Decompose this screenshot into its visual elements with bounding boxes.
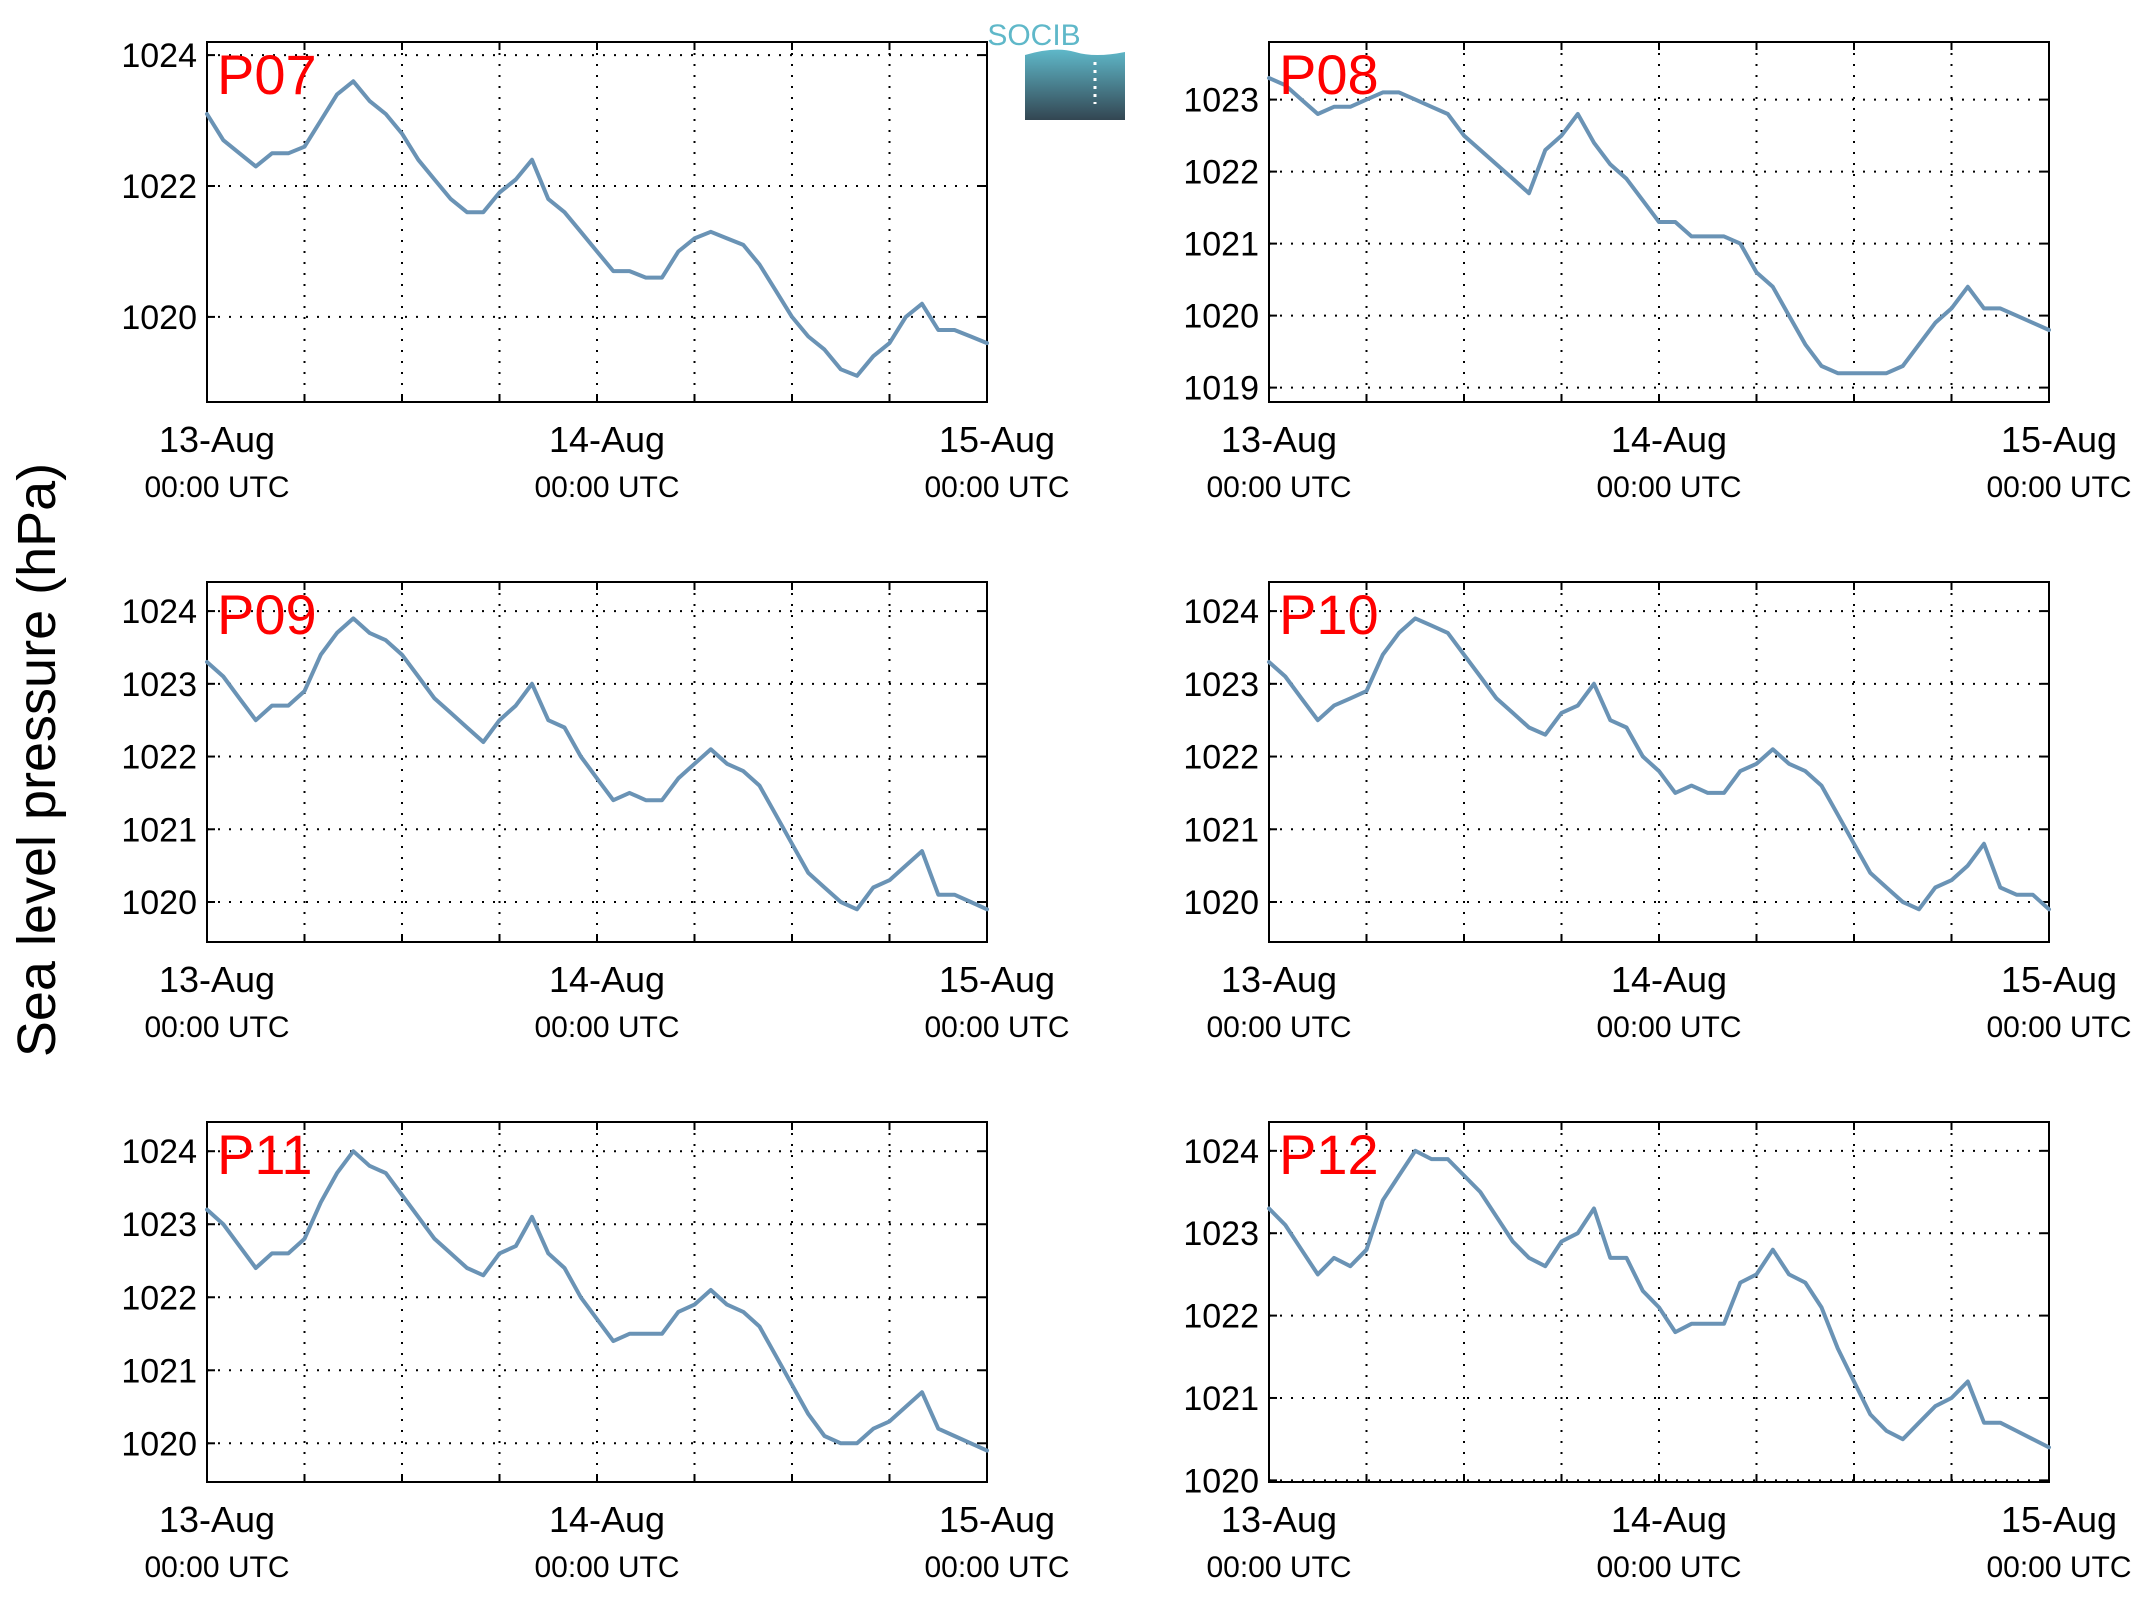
chart-panel: 1020 1021 1022 1023 1024 13-Aug 00:00 UTC 14-Au…: [1183, 581, 2132, 1044]
y-tick-label: 1024: [121, 37, 197, 75]
panel-label: P09: [217, 583, 317, 646]
series-line: [205, 1149, 989, 1453]
x-tick-label-date: 13-Aug: [159, 419, 275, 460]
y-tick-label: 1021: [1183, 1380, 1259, 1418]
series-line: [1267, 616, 2051, 912]
x-tick-label-time: 00:00 UTC: [1596, 1551, 1741, 1584]
y-tick-label: 1020: [121, 884, 197, 922]
axes-box: [1268, 1121, 2050, 1483]
x-tick-label-time: 00:00 UTC: [1986, 1551, 2131, 1584]
x-tick-label-date: 13-Aug: [1221, 1499, 1337, 1540]
x-tick-label-time: 00:00 UTC: [1206, 471, 1351, 504]
y-tick-label: 1024: [121, 1133, 197, 1171]
x-tick-label-time: 00:00 UTC: [1986, 1011, 2131, 1044]
y-tick-label: 1021: [1183, 226, 1259, 264]
chart-panel: 1020 1022 1024 13-Aug 00:00 UTC 14-Aug 00:00 U…: [121, 37, 1069, 504]
y-tick-label: 1024: [121, 593, 197, 631]
panels: 1020 1022 1024 13-Aug 00:00 UTC 14-Aug 00:00 U…: [121, 37, 2131, 1584]
x-tick-label-date: 13-Aug: [1221, 959, 1337, 1000]
x-tick-label-time: 00:00 UTC: [924, 471, 1069, 504]
x-tick-label-date: 15-Aug: [939, 959, 1055, 1000]
x-tick-label-date: 14-Aug: [1611, 419, 1727, 460]
panel-label: P08: [1279, 43, 1379, 106]
y-tick-label: 1023: [121, 666, 197, 704]
chart-panel: 1020 1021 1022 1023 1024 13-Aug 00:00 UTC 14-Au…: [121, 1121, 1070, 1584]
x-tick-label-time: 00:00 UTC: [144, 1551, 289, 1584]
series-line: [205, 616, 989, 912]
y-tick-label: 1020: [121, 299, 197, 337]
y-tick-label: 1022: [121, 739, 197, 777]
x-tick-label-date: 14-Aug: [549, 419, 665, 460]
x-tick-label-date: 14-Aug: [1611, 959, 1727, 1000]
x-tick-label-time: 00:00 UTC: [534, 1011, 679, 1044]
x-tick-label-time: 00:00 UTC: [1206, 1551, 1351, 1584]
x-tick-label-time: 00:00 UTC: [534, 471, 679, 504]
y-tick-label: 1020: [1183, 298, 1259, 336]
chart-panel: 1020 1021 1022 1023 1024 13-Aug 00:00 UTC 14-Au…: [1183, 1121, 2132, 1584]
x-tick-label-time: 00:00 UTC: [1206, 1011, 1351, 1044]
x-tick-label-date: 15-Aug: [939, 1499, 1055, 1540]
x-tick-label-time: 00:00 UTC: [144, 471, 289, 504]
y-tick-label: 1022: [121, 168, 197, 206]
axes-box: [206, 581, 988, 943]
x-tick-label-date: 15-Aug: [2001, 419, 2117, 460]
y-tick-label: 1022: [1183, 154, 1259, 192]
series-line: [1267, 76, 2051, 376]
x-tick-label-time: 00:00 UTC: [924, 1011, 1069, 1044]
y-tick-label: 1022: [121, 1279, 197, 1317]
y-tick-label: 1024: [1183, 1133, 1259, 1171]
x-tick-label-time: 00:00 UTC: [1596, 471, 1741, 504]
panel-label: P07: [217, 43, 317, 106]
y-tick-label: 1023: [1183, 1215, 1259, 1253]
y-tick-label: 1023: [1183, 666, 1259, 704]
y-tick-label: 1021: [121, 811, 197, 849]
x-tick-label-date: 13-Aug: [159, 1499, 275, 1540]
y-tick-label: 1024: [1183, 593, 1259, 631]
y-tick-label: 1021: [1183, 811, 1259, 849]
x-tick-label-date: 14-Aug: [549, 1499, 665, 1540]
x-tick-label-date: 15-Aug: [2001, 959, 2117, 1000]
y-tick-label: 1021: [121, 1352, 197, 1390]
panel-label: P12: [1279, 1123, 1379, 1186]
series-line: [1267, 1148, 2051, 1450]
x-tick-label-date: 14-Aug: [549, 959, 665, 1000]
panel-label: P11: [217, 1123, 312, 1186]
x-tick-label-time: 00:00 UTC: [1986, 471, 2131, 504]
x-tick-label-time: 00:00 UTC: [534, 1551, 679, 1584]
socib-logo: SOCIB: [987, 19, 1125, 120]
y-axis-label: Sea level pressure (hPa): [7, 463, 67, 1057]
socib-logo-text: SOCIB: [987, 19, 1080, 52]
y-tick-label: 1023: [121, 1206, 197, 1244]
x-tick-label-time: 00:00 UTC: [924, 1551, 1069, 1584]
chart-panel: 1020 1021 1022 1023 1024 13-Aug 00:00 UTC 14-Au…: [121, 581, 1070, 1044]
y-tick-label: 1022: [1183, 1298, 1259, 1336]
axes-box: [206, 41, 988, 403]
series-line: [205, 79, 989, 378]
axes-box: [1268, 581, 2050, 943]
y-tick-label: 1020: [1183, 884, 1259, 922]
socib-logo-wave: [1025, 49, 1125, 120]
y-tick-label: 1020: [121, 1425, 197, 1463]
y-tick-label: 1022: [1183, 739, 1259, 777]
x-tick-label-date: 15-Aug: [939, 419, 1055, 460]
y-tick-label: 1019: [1183, 370, 1259, 408]
x-tick-label-time: 00:00 UTC: [1596, 1011, 1741, 1044]
x-tick-label-date: 15-Aug: [2001, 1499, 2117, 1540]
panel-label: P10: [1279, 583, 1379, 646]
axes-box: [206, 1121, 988, 1483]
x-tick-label-date: 13-Aug: [1221, 419, 1337, 460]
y-tick-label: 1020: [1183, 1462, 1259, 1500]
x-tick-label-date: 13-Aug: [159, 959, 275, 1000]
y-tick-label: 1023: [1183, 82, 1259, 120]
x-tick-label-date: 14-Aug: [1611, 1499, 1727, 1540]
chart-panel: 1019 1020 1021 1022 1023 13-Aug 00:00 UTC 14-Au…: [1183, 41, 2132, 504]
x-tick-label-time: 00:00 UTC: [144, 1011, 289, 1044]
